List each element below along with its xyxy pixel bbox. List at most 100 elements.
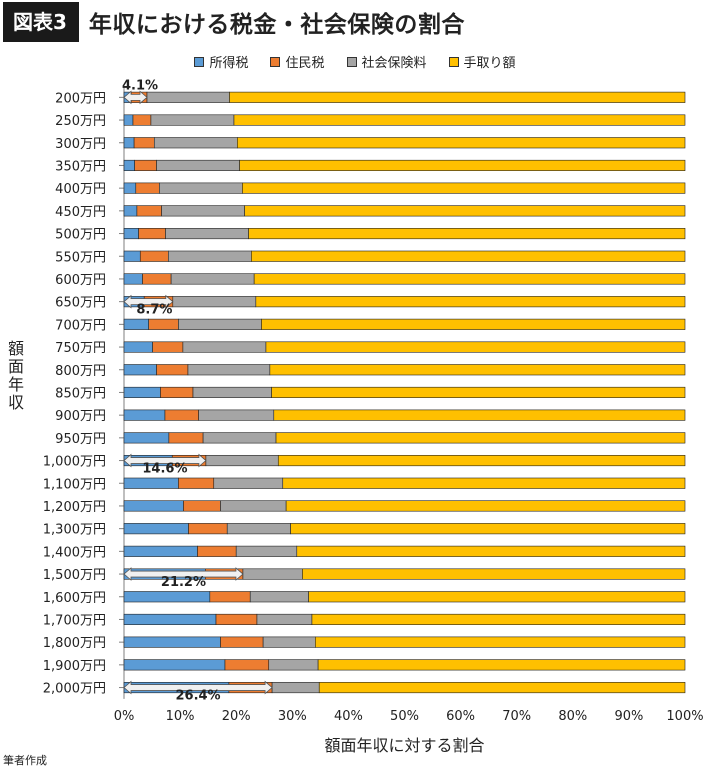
bar-segment xyxy=(277,454,686,467)
annotation-arrow xyxy=(123,680,273,695)
bar-segment xyxy=(123,114,134,126)
x-tick-label: 100% xyxy=(666,709,703,724)
bar-segment xyxy=(123,386,161,399)
x-tick-label: 90% xyxy=(614,709,643,724)
bar-segment xyxy=(198,409,275,421)
bar-segment xyxy=(182,341,267,353)
y-tick-label: 350万円 xyxy=(55,159,106,174)
bar-segment xyxy=(135,182,160,194)
y-tick-label: 200万円 xyxy=(55,91,106,106)
y-tick-label: 1,400万円 xyxy=(43,545,106,560)
y-tick-label: 850万円 xyxy=(55,386,106,401)
annotation-arrow xyxy=(123,453,207,468)
bar-segment xyxy=(268,659,319,671)
annotation-label: 4.1% xyxy=(122,78,158,93)
x-tick-label: 10% xyxy=(166,709,195,724)
bar-segment xyxy=(170,273,255,285)
bar-segment xyxy=(150,114,235,126)
x-tick-label: 80% xyxy=(558,709,587,724)
bar-segment xyxy=(188,523,228,535)
bar-segment xyxy=(123,659,226,671)
bar-segment xyxy=(123,159,135,171)
bar-segment xyxy=(213,477,284,489)
legend-label: 社会保険料 xyxy=(361,56,427,71)
bar-segment xyxy=(139,250,169,262)
legend-label: 手取り額 xyxy=(463,56,516,71)
bar-segment xyxy=(282,477,686,489)
annotation-label: 8.7% xyxy=(136,303,172,318)
bar-segment xyxy=(156,159,240,171)
legend-swatch xyxy=(194,56,205,67)
y-tick-label: 800万円 xyxy=(55,364,106,379)
bar-segment xyxy=(133,137,155,149)
x-tick-label: 70% xyxy=(502,709,531,724)
bar-segment xyxy=(159,182,243,194)
bar-segment xyxy=(275,432,686,444)
figure-badge: 図表3 xyxy=(3,2,79,42)
annotation-arrow xyxy=(123,567,244,581)
bar-segment xyxy=(271,681,320,694)
y-tick-label: 700万円 xyxy=(55,318,106,333)
bar-segment xyxy=(168,432,204,444)
annotation-label: 14.6% xyxy=(142,462,187,477)
bar-segment xyxy=(269,364,686,376)
y-tick-label: 950万円 xyxy=(55,432,106,447)
bar-segment xyxy=(123,205,138,217)
bar-segment xyxy=(251,250,686,262)
bar-segment xyxy=(172,296,257,308)
bar-segment xyxy=(132,114,152,126)
bar-segment xyxy=(315,636,686,648)
bar-segment xyxy=(220,500,287,512)
bar-segment xyxy=(302,568,686,580)
chart-title: 年収における税金・社会保険の割合 xyxy=(88,12,465,38)
bar-segment xyxy=(138,228,166,240)
bar-segment xyxy=(311,613,686,626)
bar-segment xyxy=(273,409,686,421)
bar-segment xyxy=(290,523,686,535)
y-tick-label: 2,000万円 xyxy=(43,682,106,697)
bar-segment xyxy=(123,523,189,535)
bar-segment xyxy=(123,273,143,285)
bar-segment xyxy=(123,545,198,557)
y-tick-label: 1,800万円 xyxy=(43,636,106,651)
bar-segment xyxy=(152,341,184,353)
x-tick-label: 30% xyxy=(278,709,307,724)
y-tick-label: 1,900万円 xyxy=(43,659,106,674)
bar-segment xyxy=(123,364,157,376)
bar-segment xyxy=(192,386,272,399)
y-tick-label: 1,100万円 xyxy=(43,477,106,492)
bar-segment xyxy=(123,318,149,330)
bar-segment xyxy=(123,477,179,489)
bar-segment xyxy=(123,228,139,240)
bar-segment xyxy=(233,114,686,126)
bar-segment xyxy=(229,91,686,103)
bar-segment xyxy=(164,409,199,421)
bar-segment xyxy=(205,454,279,467)
chart-header: 図表3 年収における税金・社会保険の割合 xyxy=(0,0,465,44)
legend-item: 所得税 xyxy=(194,52,248,71)
y-tick-label: 600万円 xyxy=(55,273,106,288)
legend-item: 住民税 xyxy=(270,52,325,71)
source-credit: 筆者作成 xyxy=(3,754,47,767)
y-tick-label: 1,000万円 xyxy=(43,455,106,470)
x-tick-label: 20% xyxy=(222,709,251,724)
bar-segment xyxy=(123,500,184,512)
bar-segment xyxy=(318,681,686,694)
bar-segment xyxy=(237,137,686,149)
bar-segment xyxy=(156,364,189,376)
bar-segment xyxy=(183,500,221,512)
y-tick-label: 1,500万円 xyxy=(43,568,106,583)
x-tick-label: 60% xyxy=(446,709,475,724)
bar-segment xyxy=(308,591,686,603)
bar-segment xyxy=(220,636,264,648)
legend-swatch xyxy=(448,56,459,67)
bar-segment xyxy=(296,545,686,557)
legend-label: 所得税 xyxy=(209,56,249,71)
bar-segment xyxy=(271,386,686,399)
y-tick-label: 450万円 xyxy=(55,205,106,220)
y-tick-label: 1,600万円 xyxy=(43,591,106,606)
bar-segment xyxy=(285,500,686,512)
y-tick-label: 1,700万円 xyxy=(43,613,106,628)
bar-segment xyxy=(215,613,258,626)
